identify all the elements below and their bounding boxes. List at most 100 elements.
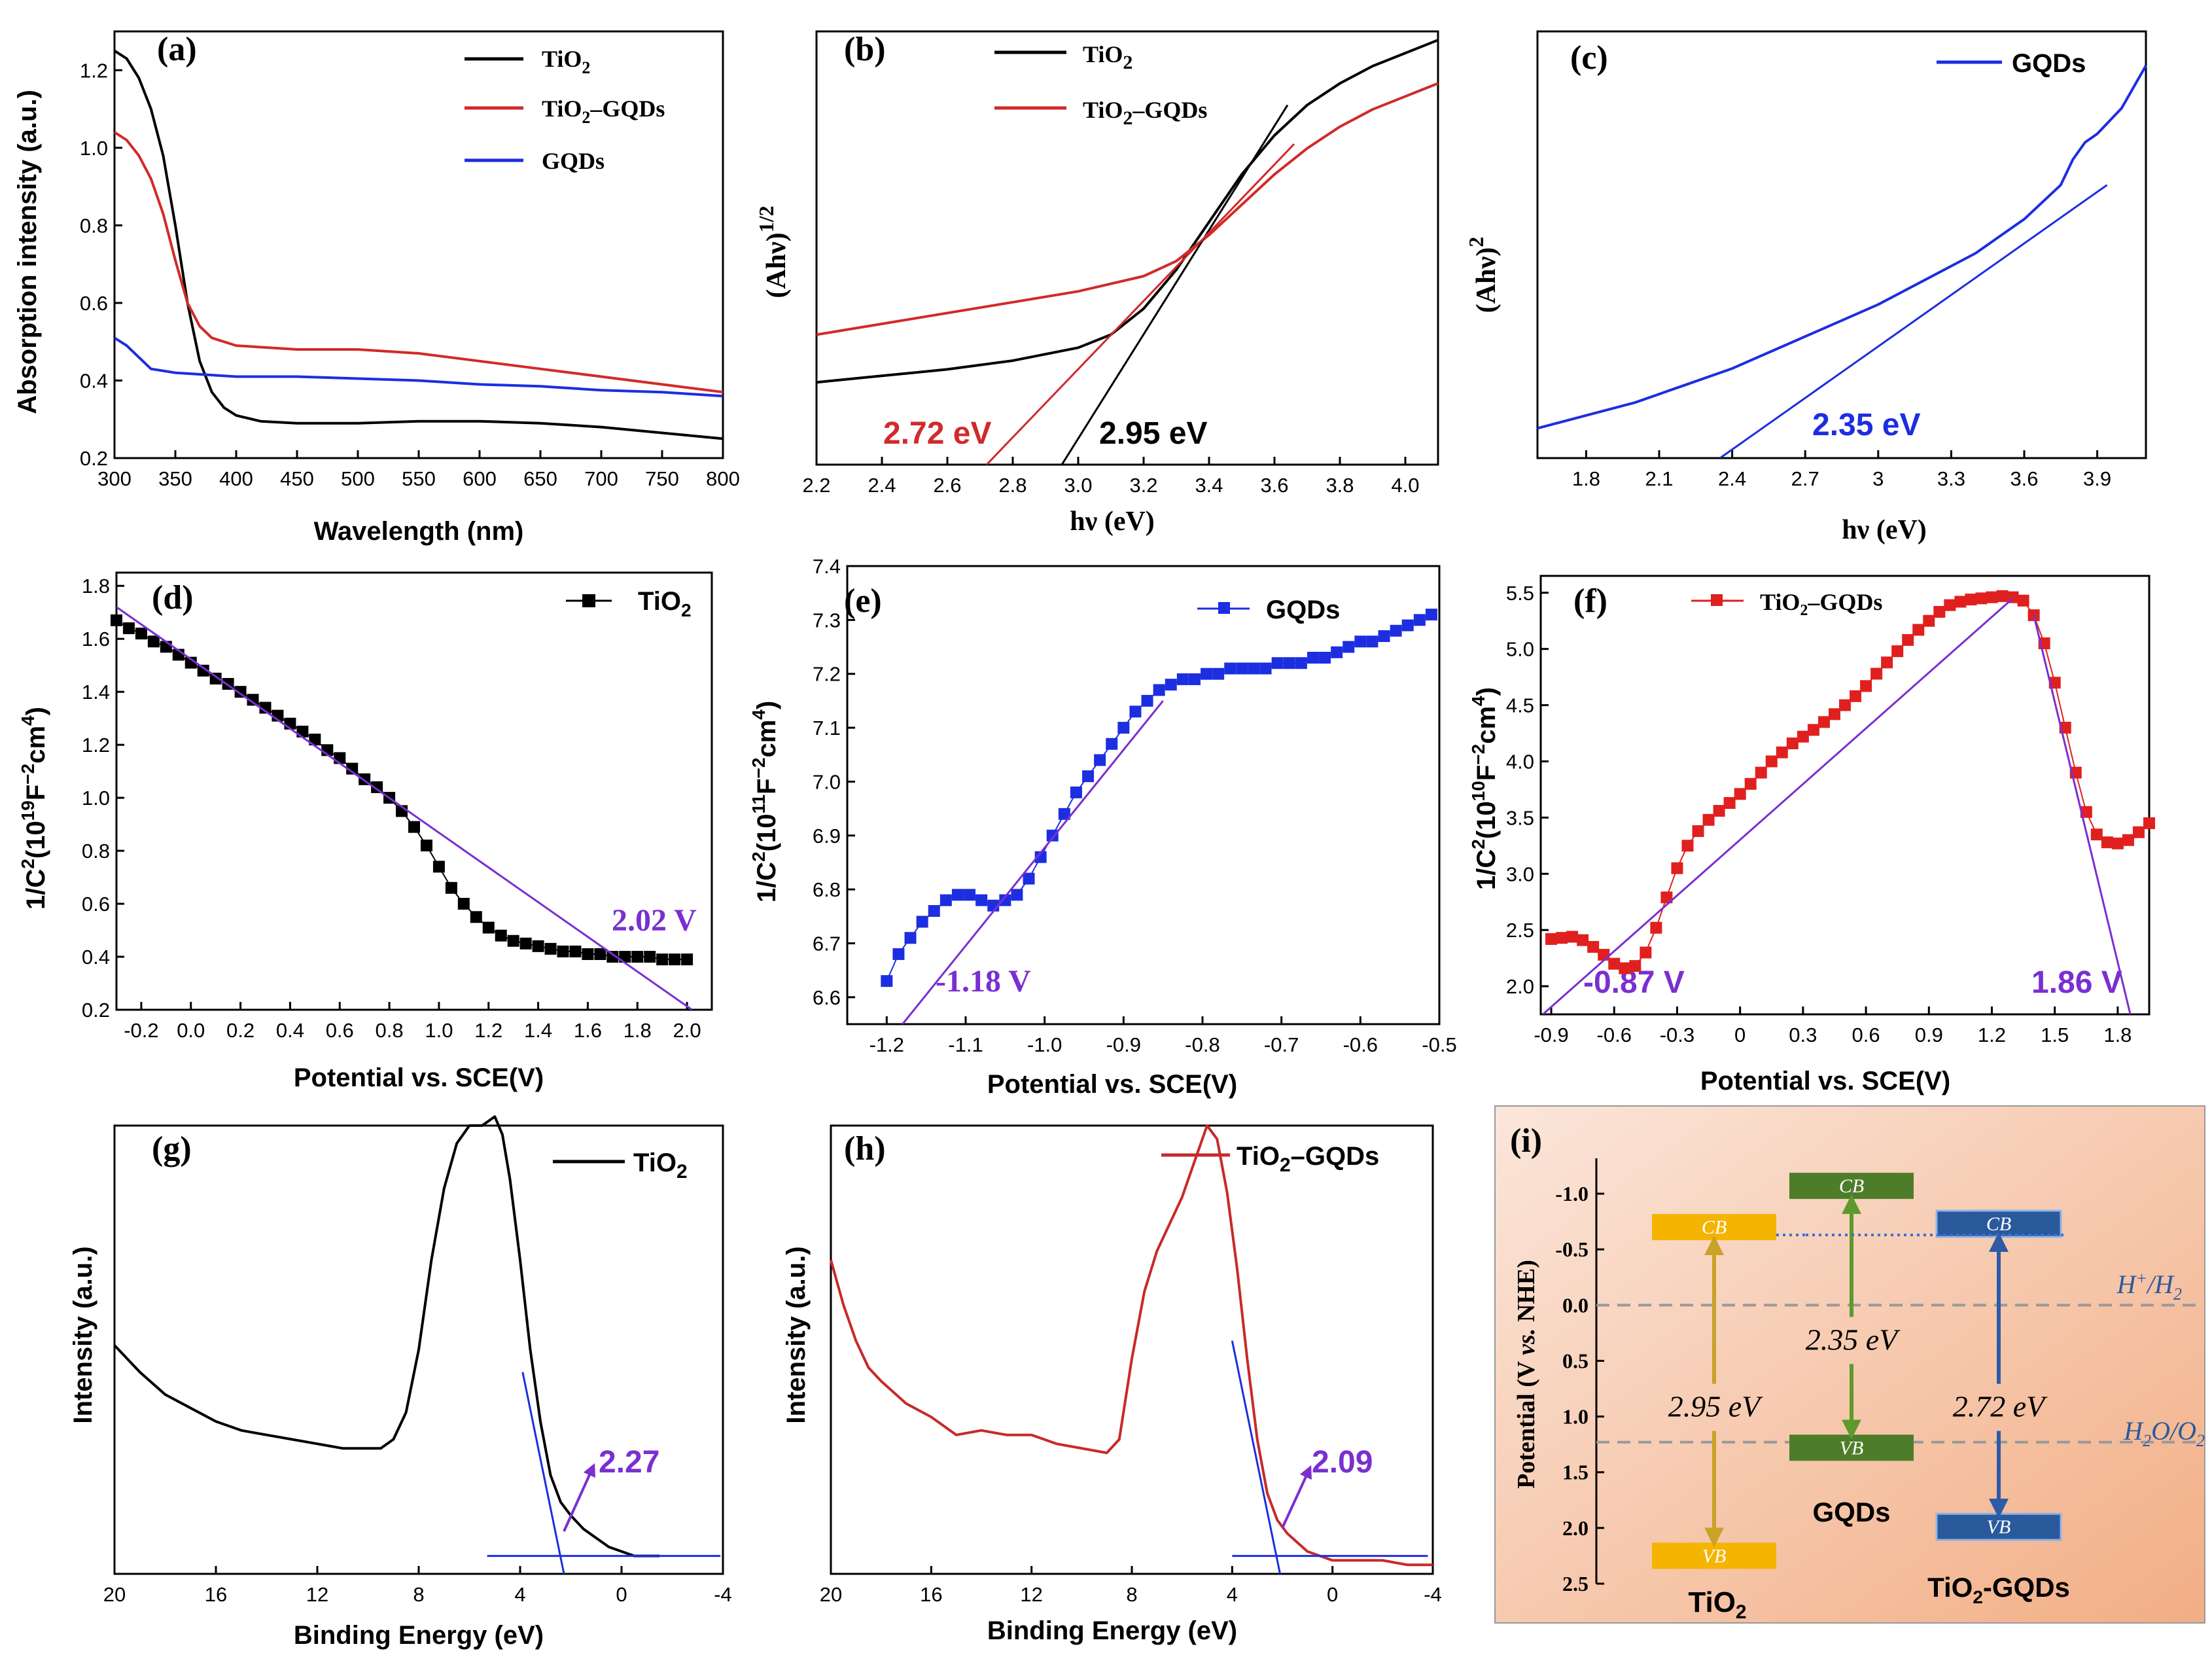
data-point-e xyxy=(1094,754,1106,766)
data-point-d xyxy=(532,940,544,952)
data-point-d xyxy=(346,762,359,775)
cb-label-2: CB xyxy=(1986,1213,2011,1235)
y-tick-label-f: 3.5 xyxy=(1506,806,1534,829)
x-tick-label-a: 350 xyxy=(158,467,192,490)
data-point-f xyxy=(1744,777,1757,790)
panel-h: (h) TiO2–GQDs 2.09 Binding Energy (eV) I… xyxy=(782,1130,1379,1645)
x-axis-label-d: Potential vs. SCE(V) xyxy=(294,1063,544,1092)
x-tick-label-e: -1.2 xyxy=(869,1033,904,1056)
vb-label-1: VB xyxy=(1840,1437,1864,1459)
x-tick-label-f: 0.9 xyxy=(1915,1023,1943,1046)
x-tick-label-d: 0.0 xyxy=(177,1019,205,1042)
x-tick-label-b: 2.2 xyxy=(802,474,830,497)
data-point-f xyxy=(1786,737,1799,749)
x-tick-label-d: 1.8 xyxy=(623,1019,652,1042)
y-tick-label-e: 6.6 xyxy=(813,986,841,1009)
y-tick-label-a: 0.2 xyxy=(80,447,108,470)
panel-d: (d) TiO2 2.02 V Potential vs. SCE(V) 1/C… xyxy=(18,579,697,1092)
x-tick-label-b: 2.8 xyxy=(998,474,1027,497)
ref-h-label: H+/H2 xyxy=(2116,1269,2182,1304)
data-point-d xyxy=(606,951,619,963)
data-point-e xyxy=(1425,609,1437,621)
plot-frame-d xyxy=(115,571,713,1011)
x-axis-label-h: Binding Energy (eV) xyxy=(987,1616,1237,1645)
data-point-e xyxy=(1046,829,1059,842)
data-point-f xyxy=(2122,834,2134,846)
data-point-f xyxy=(1860,680,1872,692)
data-point-d xyxy=(519,937,532,950)
data-point-e xyxy=(904,932,917,944)
data-point-e xyxy=(1366,635,1378,648)
data-point-e xyxy=(1117,722,1130,734)
x-tick-label-a: 700 xyxy=(584,467,618,490)
band-tick-label: 2.0 xyxy=(1562,1516,1589,1540)
data-point-d xyxy=(371,781,383,793)
data-point-f xyxy=(1817,716,1830,728)
y-tick-label-d: 1.8 xyxy=(82,575,110,597)
data-point-e xyxy=(1413,614,1426,626)
y-tick-label-f: 3.0 xyxy=(1506,863,1534,885)
x-tick-label-e: -0.9 xyxy=(1106,1033,1141,1056)
data-point-f xyxy=(1797,730,1809,743)
panel-c: (c) GQDs 2.35 eV hν (eV) (Ahν)2 xyxy=(1464,39,2086,545)
plot-frame-h xyxy=(830,1124,1434,1575)
x-tick-label-b: 2.6 xyxy=(933,474,961,497)
fit-line-f-1 xyxy=(2033,614,2132,1014)
data-point-f xyxy=(2111,837,2124,849)
data-point-f xyxy=(1870,667,1883,680)
annotation-d-202: 2.02 V xyxy=(612,903,697,938)
panel-label-g: (g) xyxy=(152,1130,192,1167)
data-point-d xyxy=(457,898,470,910)
plot-frame-b xyxy=(815,30,1439,466)
y-axis-label-i: Potential (V vs. NHE) xyxy=(1513,1260,1540,1489)
data-point-f xyxy=(1807,724,1819,736)
legend-d-tio2: TiO2 xyxy=(638,587,692,620)
x-tick-label-c: 3.3 xyxy=(1937,467,1965,490)
data-point-e xyxy=(1271,657,1284,669)
band-tick-label: 0.0 xyxy=(1562,1293,1589,1317)
data-point-d xyxy=(197,664,209,677)
fit-line-e-0 xyxy=(902,700,1164,1024)
y-tick-label-d: 0.2 xyxy=(82,999,110,1022)
plot-b: 2.2 2.4 2.6 2.8 3.0 3.2 3.4 3.6 3.8 4.0 xyxy=(802,30,1439,497)
data-point-e xyxy=(1082,770,1095,783)
x-tick-label-h: 4 xyxy=(1227,1583,1238,1606)
x-tick-label-g: 0 xyxy=(616,1583,627,1606)
plot-frame-c xyxy=(1536,30,2147,459)
series-line-a-1 xyxy=(113,131,724,394)
data-point-e xyxy=(1259,662,1272,675)
data-point-f xyxy=(1734,788,1746,800)
data-point-e xyxy=(928,905,940,917)
y-axis-label-a: Absorption intensity (a.u.) xyxy=(13,90,42,414)
data-point-f xyxy=(1681,840,1694,852)
data-point-f xyxy=(1713,805,1725,817)
legend-h-tio2-gqds: TiO2–GQDs xyxy=(1237,1142,1379,1176)
fit-line-f-0 xyxy=(1542,597,2014,1014)
data-point-d xyxy=(147,635,160,648)
data-point-e xyxy=(1401,619,1414,632)
data-point-e xyxy=(1058,808,1070,820)
plot-frame-f xyxy=(1539,575,2151,1016)
panel-label-a: (a) xyxy=(157,31,197,68)
plot-h: 20 16 12 8 4 0 -4 xyxy=(820,1124,1442,1606)
x-tick-label-e: -0.7 xyxy=(1264,1033,1299,1056)
data-point-f xyxy=(1702,813,1715,826)
data-point-f xyxy=(1629,960,1641,972)
y-tick-label-a: 1.2 xyxy=(80,59,108,82)
x-tick-label-c: 2.1 xyxy=(1645,467,1673,490)
series-line-a-2 xyxy=(113,336,724,398)
x-tick-label-a: 650 xyxy=(523,467,557,490)
data-point-f xyxy=(2048,677,2061,689)
material-gqds-label: GQDs xyxy=(1812,1497,1890,1527)
x-tick-label-f: -0.9 xyxy=(1534,1023,1568,1046)
data-point-f xyxy=(2101,836,2113,849)
data-point-e xyxy=(1129,705,1142,718)
annotation-g-227: 2.27 xyxy=(599,1445,659,1480)
arrow-h-209 xyxy=(1281,1465,1312,1529)
y-tick-label-f: 5.0 xyxy=(1506,638,1534,661)
data-point-e xyxy=(1378,630,1390,643)
x-tick-label-d: 0.6 xyxy=(326,1019,354,1042)
y-tick-label-a: 0.4 xyxy=(80,369,108,392)
y-tick-label-e: 6.7 xyxy=(813,932,841,955)
data-point-e xyxy=(1354,635,1367,648)
